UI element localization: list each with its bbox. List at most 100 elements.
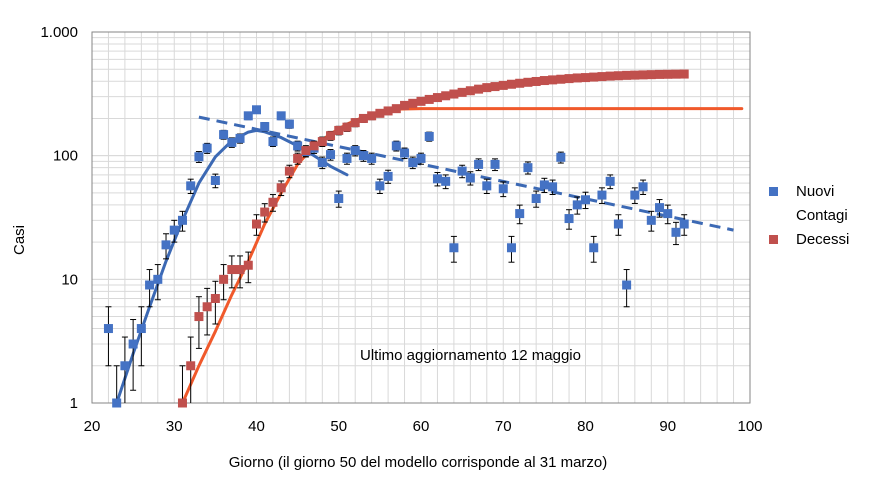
data-point [235,133,245,143]
data-point [613,71,623,81]
data-point [367,153,377,163]
data-point [432,174,442,184]
data-point [400,100,410,110]
y-tick-label: 100 [53,148,78,165]
data-point [268,137,278,147]
data-point [572,200,582,210]
x-tick-label: 30 [166,418,183,435]
data-point [506,243,516,253]
data-point [358,151,368,161]
data-point [441,176,451,186]
data-point [177,215,187,225]
data-point [276,111,286,121]
data-point [474,84,484,94]
data-point [498,184,508,194]
data-point [210,293,220,303]
data-point [671,227,681,237]
data-point [531,76,541,86]
data-point [564,214,574,224]
data-point [227,137,237,147]
data-point [498,80,508,90]
data-point [391,141,401,151]
data-point [630,190,640,200]
data-point [358,113,368,123]
data-point [581,73,590,83]
data-point [605,176,615,186]
data-point [622,70,632,80]
data-point [120,361,130,371]
data-point [276,183,286,193]
data-point [589,243,599,253]
data-point [317,137,327,147]
data-point [202,143,212,153]
data-point [416,153,426,163]
legend-label: Contagi [796,207,848,224]
legend-label: Decessi [796,231,849,248]
data-point [243,260,253,270]
data-point [252,219,261,229]
data-point [408,158,418,168]
data-point [663,69,673,79]
data-point [186,361,196,371]
data-point [597,72,607,82]
data-point [103,324,113,334]
legend: Nuovi Contagi Decessi [769,183,849,248]
data-point [556,74,566,84]
data-point [482,181,492,191]
data-point [194,312,204,322]
data-point [268,197,278,207]
data-point [548,75,558,85]
data-point [293,141,303,151]
data-point [128,339,138,349]
y-axis-ticks: 1 10 100 1.000 [40,24,78,412]
data-point [646,70,656,80]
data-point [465,173,475,183]
data-point [375,181,385,191]
data-point [326,131,336,141]
data-point [457,166,467,176]
data-point [679,219,689,229]
data-point [523,77,533,87]
y-tick-label: 1 [70,395,78,412]
data-point [194,152,204,162]
data-point [474,159,484,169]
data-point [506,79,516,89]
data-point [284,166,294,176]
data-point [622,280,632,290]
data-point [375,108,385,118]
data-point [219,130,229,140]
data-point [136,324,146,334]
data-point [177,398,187,408]
data-point [597,190,607,200]
data-point [202,302,212,312]
legend-marker [769,187,778,196]
data-point [679,69,689,79]
data-point [515,209,525,219]
data-point [515,78,525,88]
data-point [342,153,352,163]
data-point [556,152,566,162]
x-tick-label: 80 [577,418,594,435]
data-point [342,122,352,132]
data-point [169,225,179,235]
x-tick-label: 50 [330,418,347,435]
data-point [572,73,582,83]
data-point [490,159,500,169]
data-point [523,163,533,173]
data-point [391,104,401,114]
data-point [655,69,665,79]
data-point [112,398,122,408]
data-point [638,182,648,192]
data-point [449,89,459,99]
x-tick-label: 60 [413,418,430,435]
data-point [145,280,155,290]
data-point [605,71,615,81]
data-point [186,181,196,191]
legend-marker [769,235,778,244]
legend-label: Nuovi [796,183,834,200]
data-point [350,118,360,128]
data-point [260,122,270,132]
data-point [383,171,393,181]
data-point [243,111,253,121]
y-tick-label: 10 [61,271,78,288]
